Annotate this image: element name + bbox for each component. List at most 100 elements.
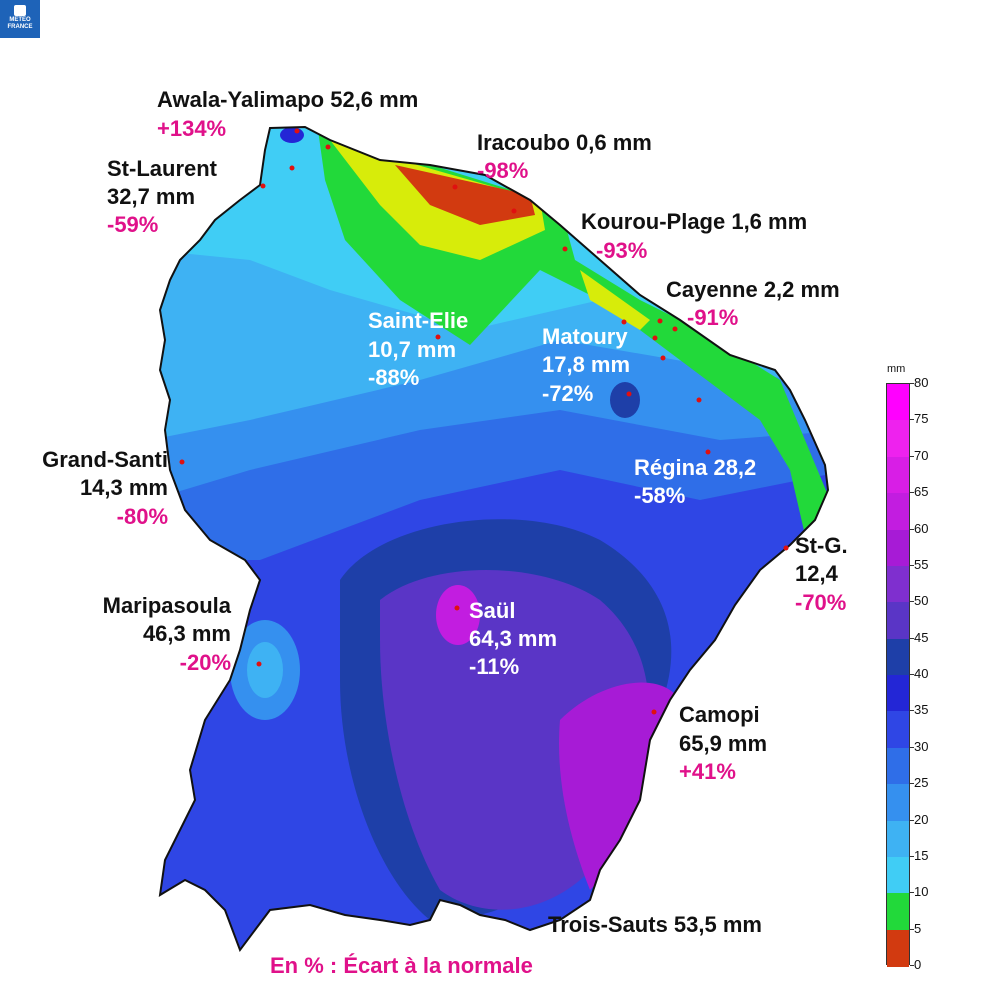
- scale-segment: [887, 929, 909, 967]
- scale-tick-mark: [910, 674, 914, 675]
- scale-tick-mark: [910, 783, 914, 785]
- station-marker-camopi: [651, 709, 657, 715]
- logo-text-1: METEO: [9, 17, 31, 23]
- station-marker-mana: [325, 144, 331, 150]
- scale-tick-label: 65: [914, 484, 929, 500]
- rainfall-field: [160, 127, 828, 950]
- station-marker-cayenne-1: [621, 319, 627, 325]
- label-awala-name: Awala-Yalimapo 52,6 mm: [157, 87, 419, 112]
- station-marker-cayenne-2: [657, 318, 663, 324]
- label-st-georges-value: 12,4: [795, 561, 838, 586]
- label-cayenne-name: Cayenne 2,2 mm: [666, 277, 840, 302]
- label-awala-pct: +134%: [157, 116, 227, 141]
- scale-tick-mark: [910, 528, 914, 530]
- label-matoury-name: Matoury: [542, 324, 628, 349]
- label-saint-elie-value: 10,7 mm: [368, 337, 457, 362]
- scale-tick-mark: [910, 455, 914, 457]
- label-saul-pct: -11%: [469, 654, 520, 679]
- label-regina-name: Régina 28,2: [634, 455, 757, 480]
- scale-tick-label: 5: [914, 920, 922, 936]
- label-grand-santi-name: Grand-Santi: [42, 447, 168, 472]
- station-marker-saul: [454, 605, 460, 611]
- label-matoury-value: 17,8 mm: [542, 352, 631, 377]
- scale-segment: [887, 384, 909, 421]
- label-saul-value: 64,3 mm: [469, 626, 558, 651]
- scale-segment: [887, 893, 909, 931]
- label-maripasoula-pct: -20%: [179, 650, 231, 675]
- label-maripasoula-name: Maripasoula: [102, 593, 231, 618]
- scale-tick-mark: [910, 965, 914, 966]
- scale-segment: [887, 711, 909, 749]
- scale-tick-label: 40: [914, 666, 929, 681]
- scale-segment: [887, 675, 909, 712]
- scale-segment: [887, 856, 909, 894]
- scale-tick-label: 60: [914, 520, 929, 536]
- label-iracoubo-name: Iracoubo 0,6 mm: [477, 130, 652, 155]
- label-st-laurent-pct: -59%: [107, 212, 159, 237]
- meteo-france-logo: METEO FRANCE: [0, 0, 40, 38]
- label-kourou-pct: -93%: [596, 238, 648, 263]
- scale-tick-label: 0: [914, 957, 922, 972]
- label-kourou-name: Kourou-Plage 1,6 mm: [581, 209, 808, 234]
- scale-tick-label: 45: [914, 629, 929, 645]
- scale-tick-mark: [910, 710, 914, 712]
- label-camopi-name: Camopi: [679, 702, 760, 727]
- label-camopi-pct: +41%: [679, 759, 736, 784]
- scale-tick-mark: [910, 564, 914, 566]
- scale-tick-label: 50: [914, 593, 929, 609]
- label-matoury-pct: -72%: [542, 381, 594, 406]
- scale-tick-mark: [910, 855, 914, 857]
- scale-tick-label: 80: [914, 375, 929, 390]
- scale-tick-label: 35: [914, 702, 929, 718]
- scale-tick-mark: [910, 419, 914, 421]
- scale-tick-label: 55: [914, 556, 929, 572]
- label-st-georges-pct: -70%: [795, 590, 847, 615]
- label-camopi-value: 65,9 mm: [679, 731, 768, 756]
- station-marker-regina: [705, 449, 711, 455]
- scale-tick-label: 25: [914, 775, 929, 791]
- scale-tick-label: 10: [914, 884, 929, 900]
- label-saint-elie-name: Saint-Elie: [368, 308, 469, 333]
- scale-segment: [887, 784, 909, 821]
- label-cayenne-pct: -91%: [687, 305, 739, 330]
- scale-tick-mark: [910, 383, 914, 384]
- station-marker-matoury-3: [626, 391, 632, 397]
- scale-segment: [887, 420, 909, 458]
- label-st-laurent-value: 32,7 mm: [107, 184, 196, 209]
- label-saul-name: Saül: [469, 598, 516, 623]
- label-grand-santi-pct: -80%: [116, 504, 168, 529]
- label-st-georges-name: St-G.: [795, 533, 848, 558]
- logo-mark-icon: [14, 5, 26, 16]
- station-marker-sinnamary: [511, 208, 517, 214]
- logo-text-2: FRANCE: [7, 24, 33, 30]
- station-marker-st-laurent-2: [289, 165, 295, 171]
- field-60-65: [559, 682, 682, 890]
- label-regina-pct: -58%: [634, 483, 686, 508]
- label-maripasoula-value: 46,3 mm: [142, 621, 231, 646]
- station-marker-cayenne-3: [672, 326, 678, 332]
- guyane-border: [158, 125, 830, 953]
- field-maripasoula-core: [247, 642, 283, 698]
- label-saint-elie-pct: -88%: [368, 365, 420, 390]
- scale-segment: [887, 747, 909, 785]
- legend-unit: mm: [887, 363, 906, 375]
- station-marker-st-georges: [783, 545, 789, 551]
- scale-tick-mark: [910, 601, 914, 603]
- label-iracoubo-pct: -98%: [477, 158, 529, 183]
- scale-tick-label: 30: [914, 738, 929, 754]
- label-st-laurent-name: St-Laurent: [107, 156, 217, 181]
- scale-tick-mark: [910, 637, 914, 639]
- label-trois-sauts-name: Trois-Sauts 53,5 mm: [548, 912, 762, 937]
- scale-tick-mark: [910, 928, 914, 930]
- scale-tick-label: 70: [914, 447, 929, 463]
- footer-note: En % : Écart à la normale: [270, 953, 533, 978]
- station-marker-maripasoula: [256, 661, 262, 667]
- scale-tick-label: 20: [914, 811, 929, 827]
- station-marker-st-laurent: [260, 183, 266, 189]
- station-marker-grand-santi: [179, 459, 185, 465]
- label-grand-santi-value: 14,3 mm: [79, 475, 168, 500]
- scale-tick-label: 15: [914, 847, 929, 863]
- station-marker-matoury-2: [660, 355, 666, 361]
- field-matoury-cell: [610, 382, 640, 418]
